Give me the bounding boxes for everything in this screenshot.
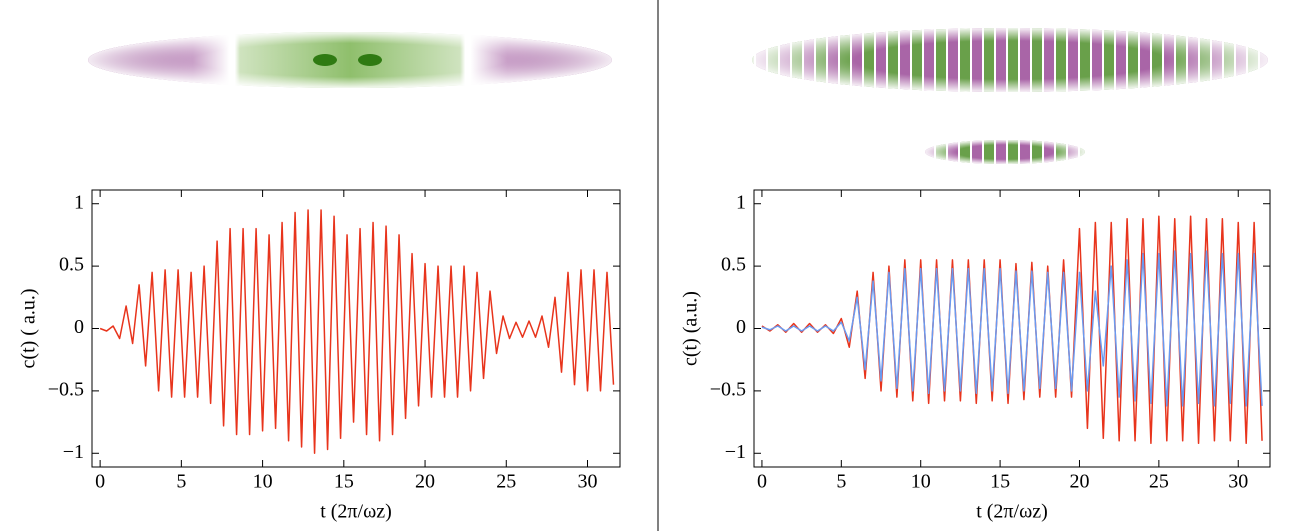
x-tick-label: 30 [578, 471, 598, 493]
x-tick-label: 0 [757, 471, 767, 493]
x-tick-label: 15 [990, 471, 1010, 493]
x-axis-label: t (2π/ωz) [976, 501, 1048, 523]
y-tick-label: −1 [725, 441, 746, 463]
density-image-right [752, 28, 1268, 164]
y-tick-label: −1 [63, 441, 84, 463]
y-tick-label: −0.5 [48, 378, 84, 400]
x-tick-label: 10 [253, 471, 273, 493]
x-tick-label: 5 [836, 471, 846, 493]
data-line [761, 250, 1263, 407]
y-tick-label: 0 [74, 316, 84, 338]
y-tick-label: −0.5 [710, 378, 746, 400]
x-tick-label: 25 [496, 471, 516, 493]
x-tick-label: 30 [1228, 471, 1248, 493]
y-axis-label: c(t) ( a.u.) [18, 289, 40, 369]
x-tick-label: 25 [1149, 471, 1169, 493]
y-tick-label: 1 [736, 191, 746, 213]
x-tick-label: 15 [334, 471, 354, 493]
data-line [99, 209, 615, 455]
x-axis-label: t (2π/ωz) [320, 501, 392, 523]
density-image-left [88, 32, 612, 88]
y-tick-label: 0.5 [721, 254, 746, 276]
x-tick-label: 10 [911, 471, 931, 493]
y-tick-label: 1 [74, 191, 84, 213]
x-tick-label: 20 [415, 471, 435, 493]
y-tick-label: 0.5 [59, 254, 84, 276]
y-tick-label: 0 [736, 316, 746, 338]
x-tick-label: 20 [1069, 471, 1089, 493]
y-axis-label: c(t) (a.u.) [680, 291, 702, 366]
x-tick-label: 0 [95, 471, 105, 493]
x-tick-label: 5 [176, 471, 186, 493]
